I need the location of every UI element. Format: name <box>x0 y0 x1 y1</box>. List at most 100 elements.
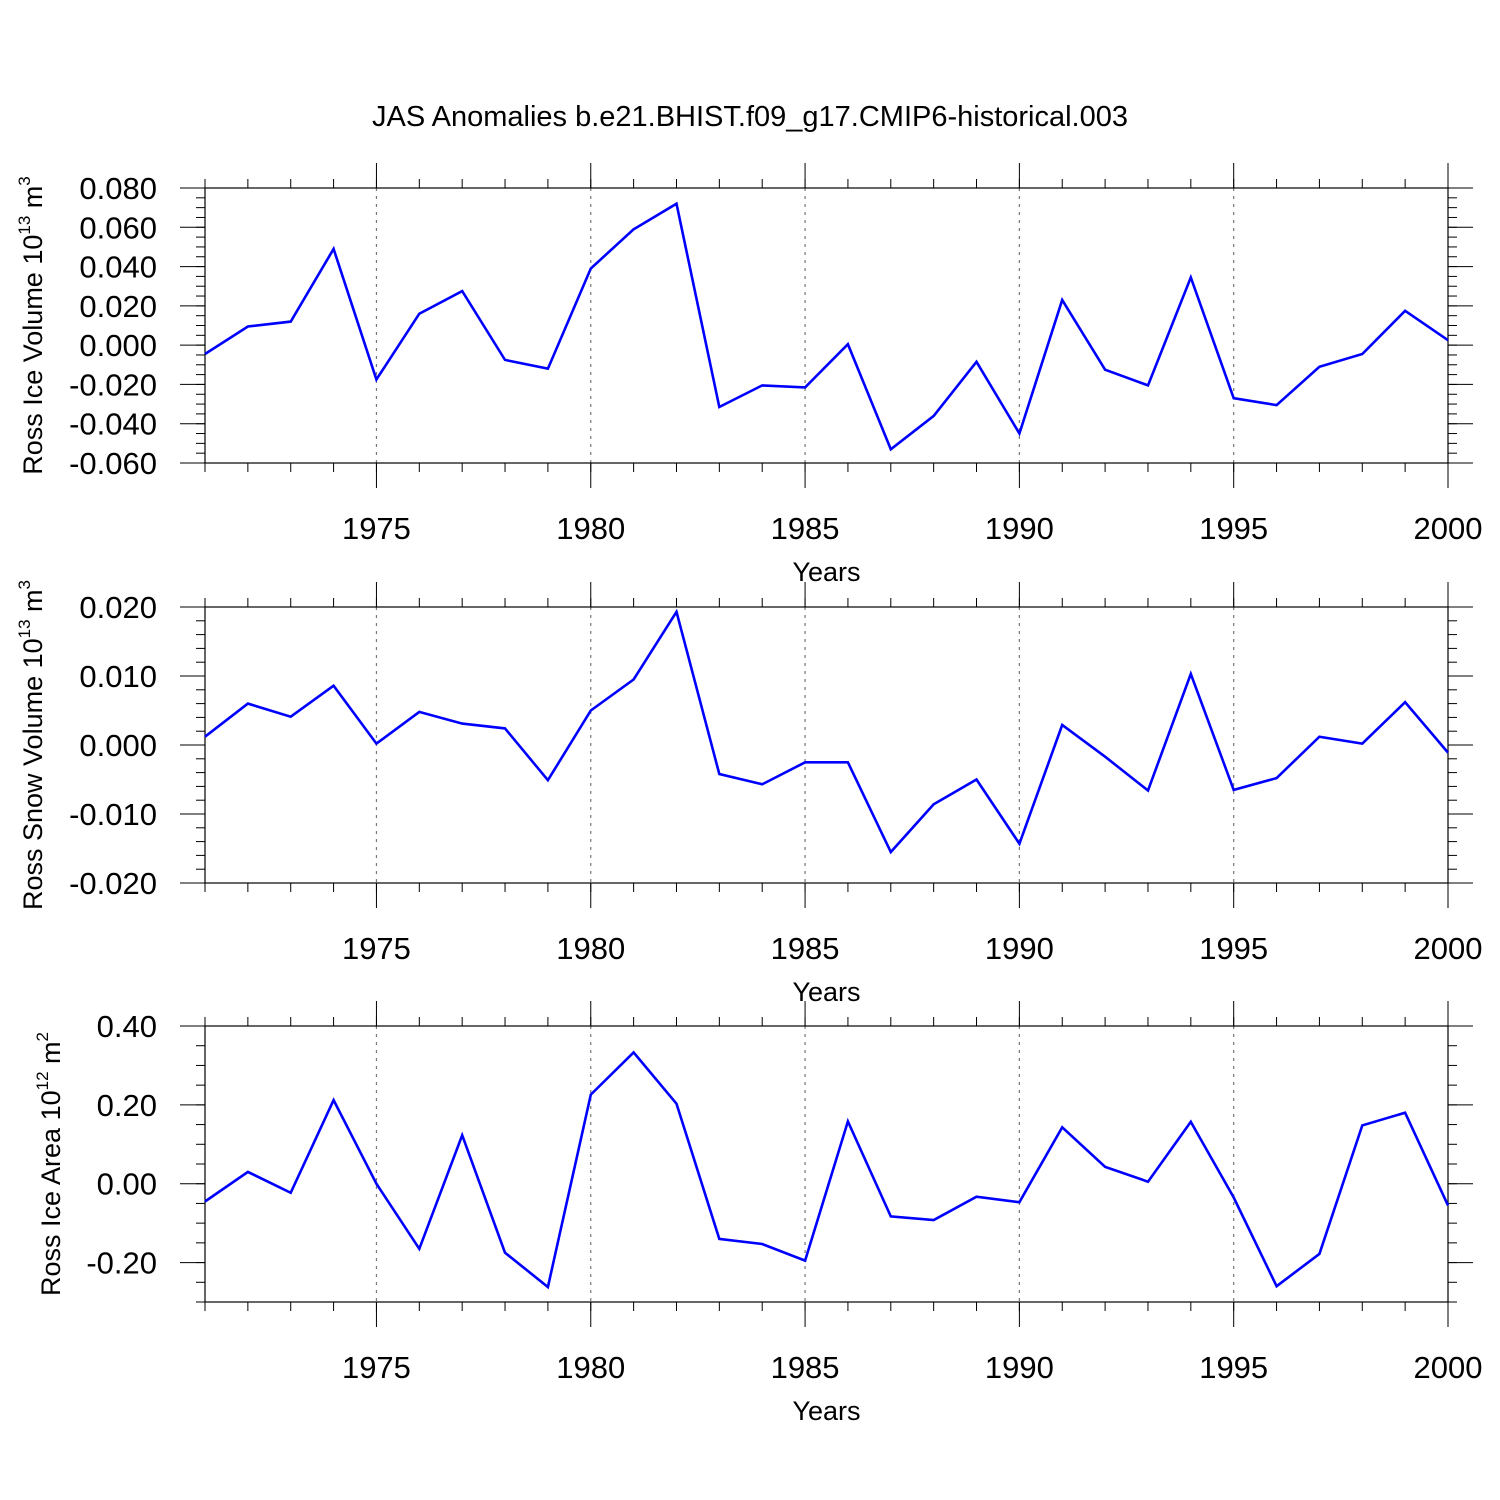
y-tick-label: 0.010 <box>79 659 157 694</box>
y-tick-label: 0.020 <box>79 590 157 625</box>
y-axis-label-part: m <box>18 186 48 216</box>
data-point <box>975 778 979 782</box>
x-tick-label: 1975 <box>342 511 411 546</box>
x-tick-label: 1985 <box>771 1350 840 1385</box>
data-point <box>503 726 507 730</box>
data-point <box>1360 352 1364 356</box>
data-point <box>975 360 979 364</box>
y-axis-label-part: 3 <box>15 176 34 185</box>
y-axis-label-part: 13 <box>15 619 34 638</box>
data-point <box>760 1242 764 1246</box>
data-point <box>417 312 421 316</box>
data-point <box>374 1182 378 1186</box>
data-point <box>546 778 550 782</box>
data-point <box>1317 735 1321 739</box>
data-point <box>803 760 807 764</box>
data-point <box>503 358 507 362</box>
x-tick-label: 1990 <box>985 511 1054 546</box>
y-tick-label: 0.060 <box>79 210 157 245</box>
data-point <box>1360 1123 1364 1127</box>
data-point <box>1403 700 1407 704</box>
figure-title: JAS Anomalies b.e21.BHIST.f09_g17.CMIP6-… <box>372 101 1128 133</box>
data-point <box>460 1133 464 1137</box>
x-tick-label: 1995 <box>1199 931 1268 966</box>
x-tick-label: 2000 <box>1414 931 1483 966</box>
data-point <box>460 289 464 293</box>
data-point <box>1146 383 1150 387</box>
data-point <box>1189 672 1193 676</box>
data-point <box>246 702 250 706</box>
y-tick-label: -0.20 <box>86 1246 157 1281</box>
series-line <box>204 1050 1450 1290</box>
x-tick-label: 2000 <box>1414 511 1483 546</box>
data-point <box>332 684 336 688</box>
data-point <box>717 1237 721 1241</box>
x-tick-label: 1995 <box>1199 1350 1268 1385</box>
y-axis-label-part: Ross Ice Area 10 <box>36 1090 66 1296</box>
data-point <box>1317 1252 1321 1256</box>
y-axis-label: Ross Ice Volume 1013 m3 <box>15 176 48 475</box>
chart-panel-3: -0.20 0.00 0.20 0.40 1975 1980 1985 1990 1995 200… <box>33 1001 1482 1426</box>
plot-frame <box>204 1025 1449 1303</box>
chart-panel-2: -0.020 -0.010 0.000 0.010 0.020 1975 1980 1985 1… <box>15 580 1482 1007</box>
data-point <box>289 320 293 324</box>
data-point <box>1403 1111 1407 1115</box>
x-tick-label: 1990 <box>985 1350 1054 1385</box>
data-point <box>1060 298 1064 302</box>
data-point <box>632 677 636 681</box>
data-point <box>203 352 207 356</box>
data-point <box>1017 1200 1021 1204</box>
panels: -0.060 -0.040 -0.020 0.000 0.020 0.040 0.060 0.… <box>15 163 1482 1426</box>
x-axis-label: Years <box>792 977 860 1007</box>
x-tick-label: 1985 <box>771 931 840 966</box>
series-line <box>204 201 1449 452</box>
data-point <box>546 367 550 371</box>
data-point <box>289 1191 293 1195</box>
data-point <box>674 1102 678 1106</box>
data-point <box>1403 309 1407 313</box>
data-point <box>589 267 593 271</box>
data-point <box>546 1285 550 1289</box>
data-point <box>589 709 593 713</box>
x-tick-label: 1995 <box>1199 511 1268 546</box>
data-point <box>1446 751 1450 755</box>
y-tick-label: 0.000 <box>79 328 157 363</box>
y-tick-label: 0.000 <box>79 728 157 763</box>
data-point <box>1189 1120 1193 1124</box>
data-point <box>289 715 293 719</box>
x-axis-label: Years <box>792 557 860 587</box>
data-point <box>803 385 807 389</box>
series-line <box>204 608 1449 855</box>
y-axis-label-part: 3 <box>15 580 34 589</box>
data-point <box>1232 788 1236 792</box>
data-point <box>203 735 207 739</box>
y-axis-label-part: 13 <box>15 216 34 235</box>
y-axis-label-part: m <box>36 1041 66 1071</box>
data-point <box>417 710 421 714</box>
plot-frame <box>204 187 1449 464</box>
data-point <box>932 1218 936 1222</box>
data-point <box>889 1214 893 1218</box>
y-tick-label: 0.00 <box>97 1167 157 1202</box>
data-point <box>760 383 764 387</box>
x-tick-label: 2000 <box>1414 1350 1483 1385</box>
data-point <box>846 760 850 764</box>
data-point <box>1146 1180 1150 1184</box>
data-point <box>374 378 378 382</box>
data-point <box>1103 1165 1107 1169</box>
data-point <box>717 772 721 776</box>
y-tick-label: 0.020 <box>79 289 157 324</box>
data-point <box>932 414 936 418</box>
data-point <box>803 1259 807 1263</box>
data-point <box>1103 368 1107 372</box>
chart-panel-1: -0.060 -0.040 -0.020 0.000 0.020 0.040 0.060 0.… <box>15 163 1482 587</box>
data-point <box>1017 842 1021 846</box>
y-axis-label-part: 12 <box>33 1071 52 1090</box>
y-tick-label: -0.040 <box>69 407 157 442</box>
y-tick-label: -0.010 <box>69 797 157 832</box>
data-point <box>1446 338 1450 342</box>
y-axis-label-part: Ross Ice Volume 10 <box>18 235 48 475</box>
data-point <box>632 227 636 231</box>
y-tick-label: 0.080 <box>79 171 157 206</box>
